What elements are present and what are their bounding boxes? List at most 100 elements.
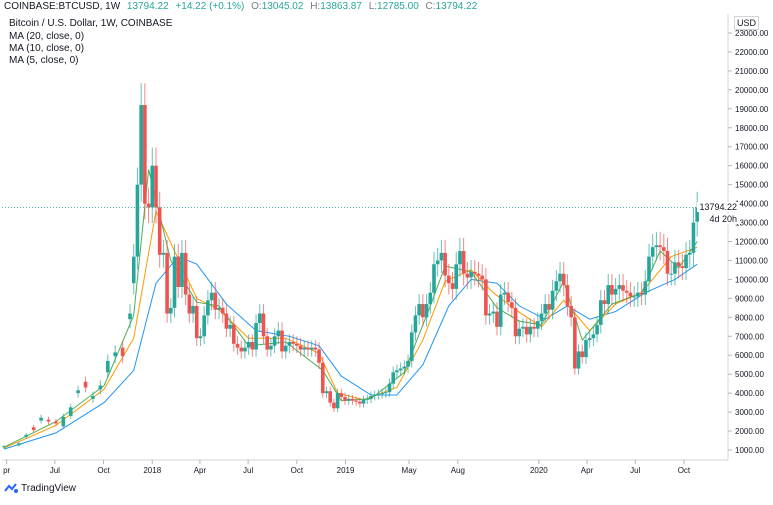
candle-body — [521, 326, 525, 329]
candle-body — [395, 370, 399, 373]
candle-body — [439, 252, 444, 261]
candle-body — [387, 383, 392, 393]
close-value: 13794.22 — [126, 1, 169, 12]
x-tick-label: Apr — [194, 466, 207, 475]
tradingview-logo[interactable]: TradingView — [4, 483, 76, 494]
candle-body — [372, 395, 377, 397]
y-tick-label: 15000.00 — [735, 181, 769, 190]
candle-body — [472, 271, 477, 274]
candle-body — [665, 250, 670, 274]
y-tick-label: 11000.00 — [735, 256, 768, 265]
symbol-line: COINBASE:BTCUSD, 1W — [4, 1, 121, 12]
candle-body — [206, 300, 210, 316]
candle-body — [432, 264, 436, 293]
candle-body — [610, 285, 614, 295]
chart-title[interactable]: Bitcoin / U.S. Dollar, 1W, COINBASE — [9, 18, 173, 29]
candle-body — [309, 347, 314, 350]
candle-body — [324, 391, 329, 394]
x-tick-label: 2019 — [337, 466, 355, 475]
candle-body — [320, 362, 325, 394]
candle-body — [68, 407, 73, 416]
candle-body — [498, 294, 503, 327]
candle-body — [191, 305, 195, 314]
x-tick-label: Jul — [243, 466, 253, 475]
indicator-ma10[interactable]: MA (10, close, 0) — [9, 43, 85, 54]
candle-body — [673, 262, 677, 274]
indicator-ma5[interactable]: MA (5, close, 0) — [9, 55, 79, 66]
candle-body — [257, 313, 262, 324]
candle-body — [532, 326, 536, 329]
candle-body — [98, 385, 103, 390]
candle-body — [669, 273, 674, 275]
candle-body — [380, 393, 384, 395]
candle-body — [595, 324, 599, 335]
y-tick-label: 2000.00 — [735, 427, 764, 436]
candle-body — [535, 321, 540, 329]
close-value-2: 13794.22 — [435, 1, 478, 12]
candle-body — [524, 326, 529, 335]
indicator-ma20[interactable]: MA (20, close, 0) — [9, 31, 85, 42]
candle-body — [250, 341, 255, 350]
low-label: L: — [368, 1, 378, 12]
candle-body — [235, 343, 240, 348]
ma20-line — [3, 256, 698, 450]
candle-body — [550, 290, 555, 310]
candle-body — [287, 341, 292, 346]
candle-body — [113, 352, 118, 357]
candle-body — [584, 340, 588, 358]
tradingview-label: TradingView — [21, 483, 77, 494]
candle-body — [413, 315, 418, 333]
candle-body — [391, 372, 396, 384]
candle-body — [650, 247, 655, 257]
candle-body — [487, 313, 492, 316]
candle-body — [428, 292, 433, 305]
candle-body — [636, 292, 640, 297]
candle-body — [154, 165, 158, 208]
y-tick-label: 18000.00 — [735, 124, 769, 133]
candle-body — [239, 347, 244, 352]
candle-body — [317, 349, 321, 363]
y-tick-label: 20000.00 — [735, 86, 769, 95]
y-tick-label: 3000.00 — [735, 408, 764, 417]
candle-body — [272, 336, 277, 346]
candle-body — [621, 285, 625, 291]
candle-body — [443, 252, 447, 276]
candle-body — [628, 292, 633, 297]
candle-body — [547, 304, 551, 310]
close-label: C: — [425, 1, 436, 12]
candle-body — [172, 256, 177, 308]
candle-body — [695, 207, 699, 222]
candle-body — [169, 307, 173, 314]
candle-body — [165, 252, 169, 314]
candle-body — [606, 285, 611, 305]
y-tick-label: 19000.00 — [735, 105, 769, 114]
candle-body — [354, 400, 358, 402]
candle-body — [83, 381, 88, 388]
y-tick-label: 8000.00 — [735, 313, 764, 322]
y-tick-label: 16000.00 — [735, 162, 769, 171]
currency-badge[interactable]: USD — [733, 16, 759, 30]
candle-body — [302, 347, 307, 350]
candle-body — [573, 317, 577, 369]
x-tick-label: Oct — [97, 466, 110, 475]
candle-body — [543, 304, 547, 314]
tradingview-icon — [4, 483, 18, 493]
candle-body — [639, 292, 644, 295]
candle-body — [461, 250, 466, 274]
candle-body — [554, 281, 559, 291]
y-tick-label: 1000.00 — [735, 446, 764, 455]
candle-body — [632, 296, 636, 298]
candle-body — [502, 292, 507, 295]
candle-body — [46, 419, 51, 422]
candle-body — [565, 285, 570, 306]
candle-body — [261, 313, 266, 337]
candle-body — [198, 336, 203, 339]
candle-body — [328, 391, 332, 403]
x-tick-label: Aug — [451, 466, 465, 475]
candle-body — [435, 260, 440, 265]
candle-body — [495, 311, 499, 327]
candle-body — [591, 334, 596, 339]
candle-body — [409, 332, 414, 361]
